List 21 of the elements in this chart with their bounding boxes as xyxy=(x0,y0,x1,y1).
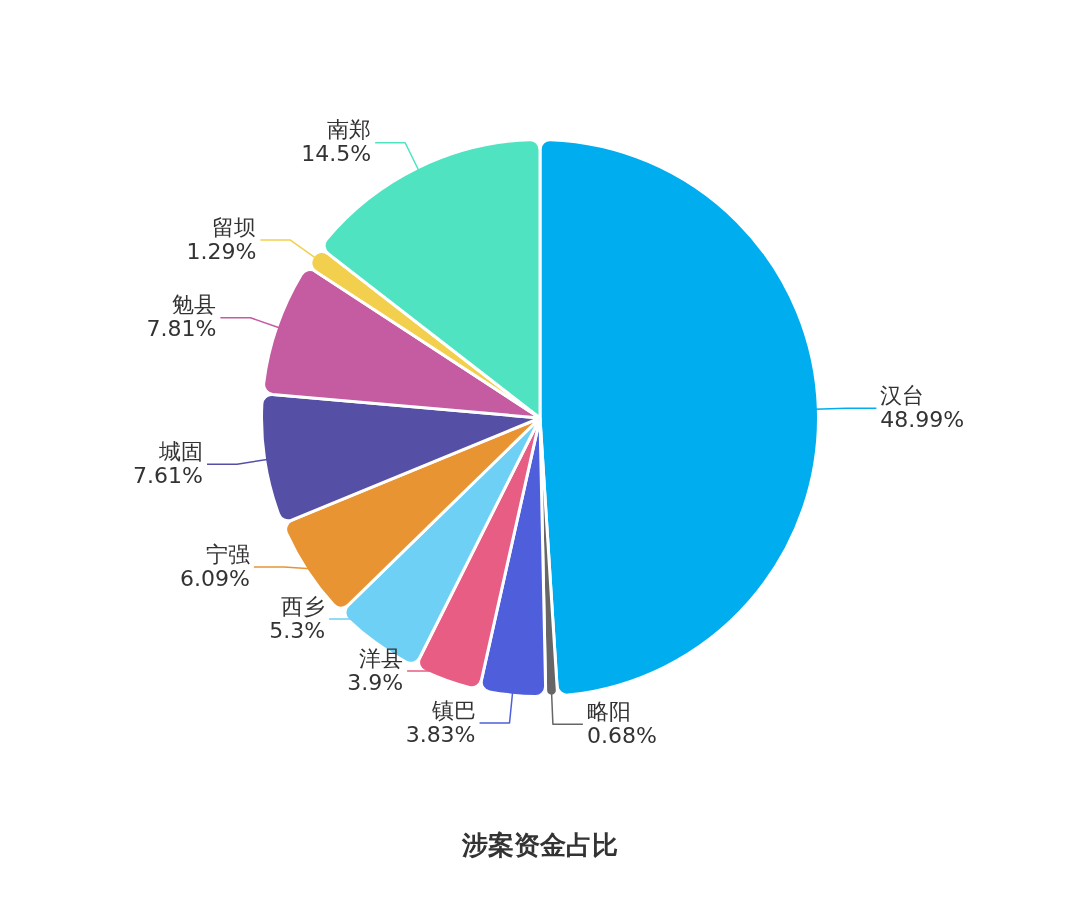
slice-label: 南郑 xyxy=(327,117,372,143)
slice-label: 城固 xyxy=(157,438,203,464)
data-label: 48.99% xyxy=(880,407,965,432)
slice-label: 汉台 xyxy=(880,383,925,408)
data-label: 3.83% xyxy=(405,721,476,747)
slice-label: 宁强 xyxy=(205,541,250,567)
data-label: 5.3% xyxy=(269,617,326,643)
data-label: 6.09% xyxy=(179,565,250,591)
text: 涉案资金占比 xyxy=(461,829,619,862)
slice-label: 勉县 xyxy=(172,292,217,318)
data-label: 7.61% xyxy=(133,462,203,488)
slice-label: 西乡 xyxy=(281,593,326,619)
slice-label: 镇巴 xyxy=(430,697,476,723)
slice-label: 留坝 xyxy=(212,214,257,240)
slice-label: 洋县 xyxy=(359,645,404,671)
data-label: 14.5% xyxy=(301,141,372,167)
data-label: 0.68% xyxy=(586,722,657,748)
data-label: 3.9% xyxy=(347,669,404,695)
data-label: 1.29% xyxy=(186,238,257,264)
data-label: 7.81% xyxy=(146,316,217,342)
slice-label: 略阳 xyxy=(586,698,631,724)
